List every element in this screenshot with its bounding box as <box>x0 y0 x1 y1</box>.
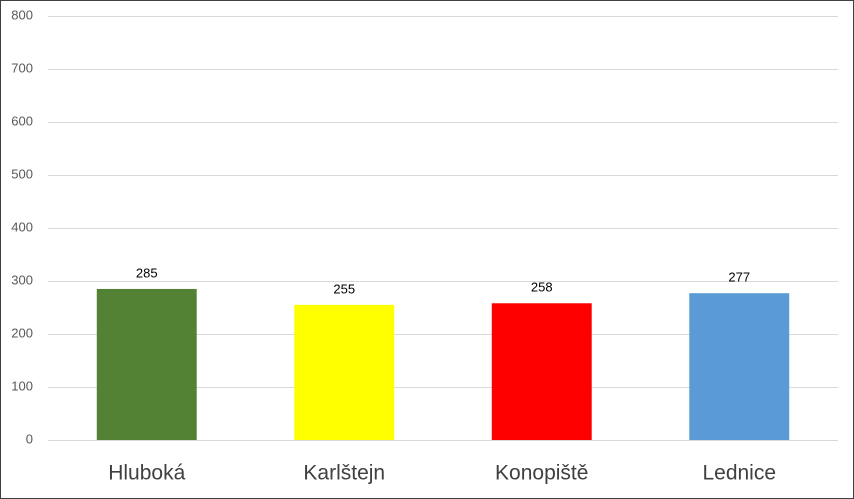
y-tick-label: 400 <box>11 219 33 234</box>
x-tick-label: Lednice <box>702 462 776 485</box>
data-label: 285 <box>136 265 158 280</box>
data-label: 277 <box>728 270 750 285</box>
x-tick-label: Karlštejn <box>303 462 385 485</box>
x-tick-label: Hluboká <box>108 462 185 485</box>
data-label: 258 <box>531 280 553 295</box>
y-tick-label: 200 <box>11 325 33 340</box>
y-tick-label: 0 <box>26 431 33 446</box>
y-tick-label: 800 <box>11 7 33 22</box>
y-tick-label: 100 <box>11 378 33 393</box>
y-tick-label: 600 <box>11 113 33 128</box>
bar <box>491 303 592 440</box>
y-tick-label: 300 <box>11 272 33 287</box>
bar <box>294 304 395 440</box>
y-tick-label: 500 <box>11 166 33 181</box>
y-tick-label: 700 <box>11 60 33 75</box>
x-tick-label: Konopiště <box>495 462 588 485</box>
bar <box>689 293 790 440</box>
data-label: 255 <box>333 281 355 296</box>
bar <box>96 288 197 440</box>
